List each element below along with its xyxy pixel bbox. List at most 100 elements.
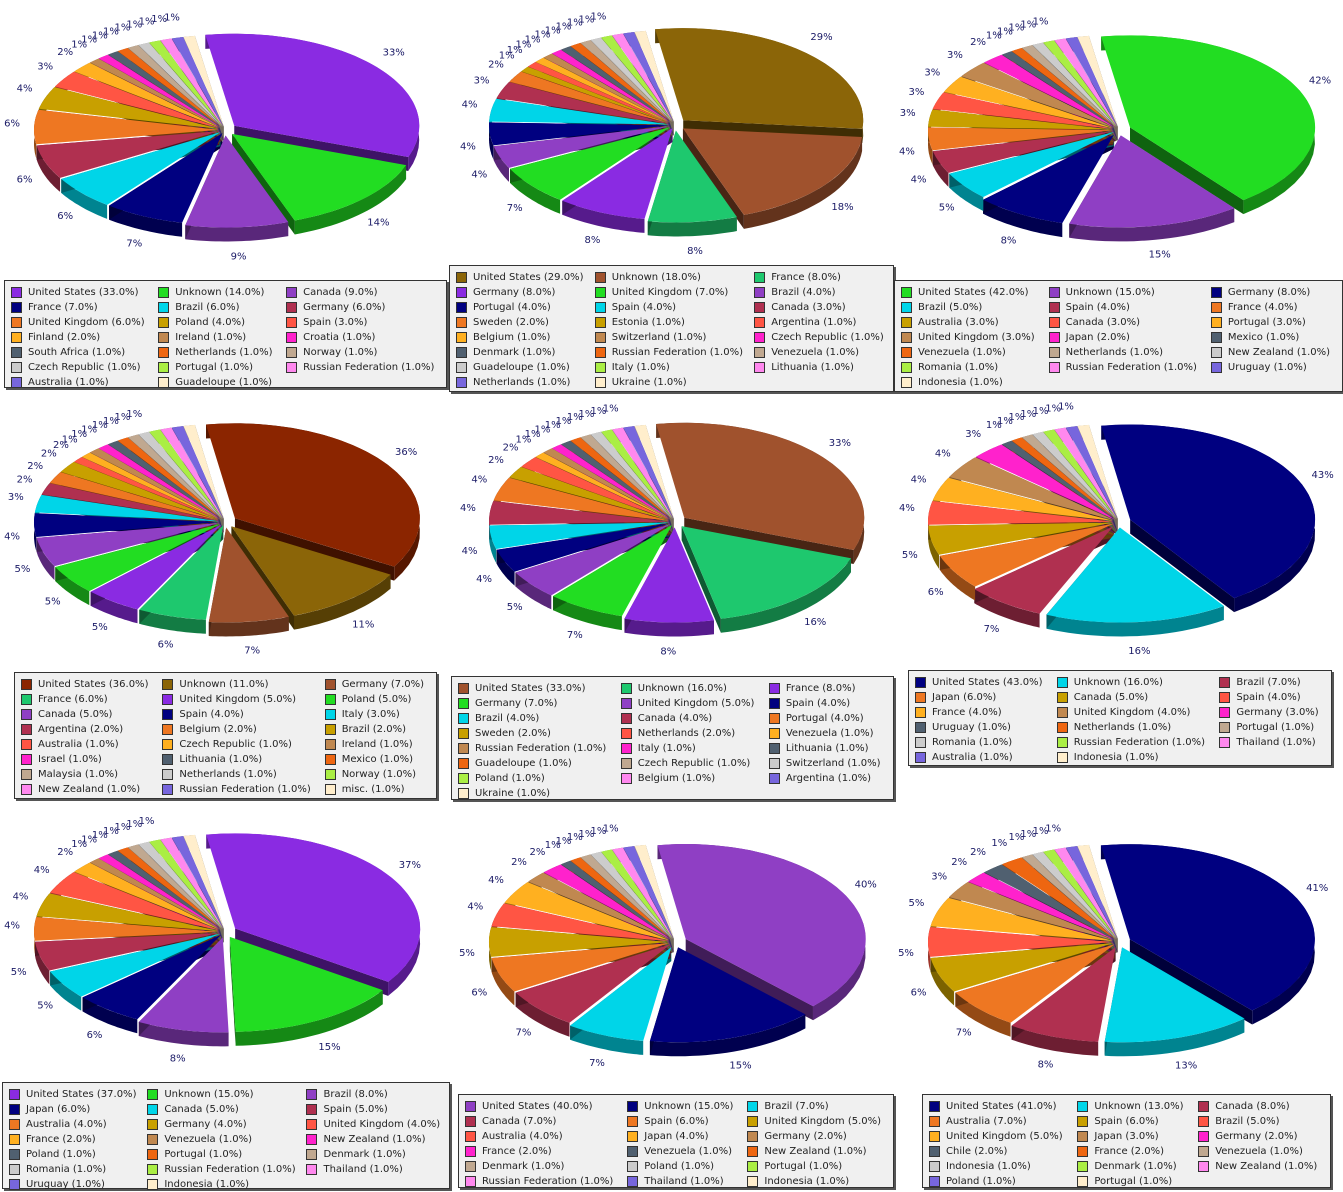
slice-percent-label: 15% xyxy=(318,1042,340,1053)
legend-item-israel: Israel (1.0%) xyxy=(21,752,158,767)
slice-percent-label: 5% xyxy=(11,967,27,978)
legend-item-australia: Australia (1.0%) xyxy=(11,375,154,390)
legend-swatch xyxy=(1210,317,1222,328)
legend-item-netherlands: Netherlands (1.0%) xyxy=(162,767,320,782)
slice-percent-label: 8% xyxy=(1038,1060,1054,1071)
slice-percent-label: 4% xyxy=(471,475,487,486)
pie-slice-united-states xyxy=(206,833,421,982)
legend-label: New Zealand (1.0%) xyxy=(764,1146,867,1157)
legend-label: Denmark (1.0%) xyxy=(1094,1161,1177,1172)
pie-slice-australia xyxy=(955,944,1115,1023)
pie-slice-side-canada xyxy=(185,222,289,242)
slice-percent-label: 4% xyxy=(462,546,478,557)
slice-percent-label: 2% xyxy=(970,37,986,48)
legend-label: United Kingdom (5.0%) xyxy=(637,698,755,709)
legend-item-japan: Japan (3.0%) xyxy=(1077,1129,1194,1144)
pie-slice-norway xyxy=(149,429,223,519)
pie-slice-venezuela xyxy=(580,40,673,123)
legend-item-denmark: Denmark (1.0%) xyxy=(1077,1159,1194,1174)
legend-label: Ukraine (1.0%) xyxy=(611,377,687,388)
legend-item-switzerland: Switzerland (1.0%) xyxy=(594,330,751,345)
legend-item-france: France (2.0%) xyxy=(9,1132,143,1147)
pie-chart-2: 29%18%8%8%7%4%4%4%3%2%1%1%1%1%1%1%1%1%1%… xyxy=(460,12,864,257)
slice-percent-label: 4% xyxy=(34,865,50,876)
legend-swatch xyxy=(1219,737,1231,748)
legend-swatch xyxy=(594,377,606,388)
legend-item-united-states: United States (29.0%) xyxy=(456,270,591,285)
legend-swatch xyxy=(456,347,467,358)
legend-swatch xyxy=(324,694,336,705)
pie-slice-mexico xyxy=(1002,51,1116,128)
slice-percent-label: 1% xyxy=(151,14,167,25)
pie-slice-czech-republic xyxy=(81,452,221,520)
pie-slice-wall-united-states xyxy=(1129,939,1253,1025)
legend-label: Romania (1.0%) xyxy=(918,362,999,373)
legend-label: Guadeloupe (1.0%) xyxy=(175,377,273,388)
pie-slice-france xyxy=(109,132,223,223)
pie-slice-germany xyxy=(36,131,220,178)
slice-percent-label: 6% xyxy=(17,174,33,185)
pie-slice-israel xyxy=(98,444,222,520)
pie-slice-italy xyxy=(601,35,673,122)
slice-percent-label: 1% xyxy=(590,406,606,417)
legend-item-russian-federation: Russian Federation (1.0%) xyxy=(286,360,444,375)
legend-label: Italy (1.0%) xyxy=(611,362,670,373)
pie-chart-8: 40%15%7%7%6%5%4%4%2%2%1%1%1%1%1%1% xyxy=(459,823,877,1071)
legend-swatch xyxy=(768,728,780,739)
pie-slice-netherlands xyxy=(117,48,222,128)
legend-label: Netherlands (2.0%) xyxy=(637,728,736,739)
slice-percent-label: 1% xyxy=(534,424,550,435)
legend-item-spain: Spain (6.0%) xyxy=(1077,1114,1194,1129)
slice-percent-label: 1% xyxy=(114,23,130,34)
pie-slice-france xyxy=(624,527,714,623)
pie-slice-new-zealand xyxy=(1054,847,1118,939)
legend-item-united-kingdom: United Kingdom (4.0%) xyxy=(1056,705,1216,720)
legend-label: United States (37.0%) xyxy=(26,1089,137,1100)
legend-item-france: France (4.0%) xyxy=(915,705,1053,720)
legend-swatch xyxy=(458,773,469,784)
legend-item-venezuela: Venezuela (1.0%) xyxy=(147,1132,302,1147)
slice-percent-label: 5% xyxy=(37,1000,53,1011)
pie-slice-unknown xyxy=(682,128,863,215)
legend-label: Brazil (8.0%) xyxy=(323,1089,388,1100)
pie-slice-venezuela xyxy=(90,858,221,930)
legend-item-thailand: Thailand (1.0%) xyxy=(306,1162,447,1177)
pie-slice-brazil xyxy=(570,947,672,1041)
pie-slice-canada xyxy=(515,944,671,1023)
pie-slice-indonesia xyxy=(1077,35,1118,127)
legend-label: Lithuania (1.0%) xyxy=(771,362,854,373)
legend-item-czech-republic: Czech Republic (1.0%) xyxy=(162,737,320,752)
pie-slice-russian-federation xyxy=(1054,38,1118,127)
legend-item-united-states: United States (41.0%) xyxy=(929,1099,1073,1114)
pie-slice-new-zealand xyxy=(98,854,222,930)
slice-percent-label: 1% xyxy=(1058,401,1074,412)
legend-swatch xyxy=(465,1161,476,1172)
legend-item-russian-federation: Russian Federation (1.0%) xyxy=(147,1162,302,1177)
legend-label: Uruguay (1.0%) xyxy=(26,1179,105,1190)
slice-percent-label: 1% xyxy=(578,829,594,840)
slice-percent-label: 1% xyxy=(556,836,572,847)
legend-label: Unknown (15.0%) xyxy=(1065,287,1155,298)
pie-slice-canada xyxy=(496,82,670,124)
legend-label: Denmark (1.0%) xyxy=(323,1149,406,1160)
legend-swatch xyxy=(1048,347,1060,358)
legend-swatch xyxy=(901,332,912,343)
slice-percent-label: 1% xyxy=(1008,412,1024,423)
slice-percent-label: 1% xyxy=(556,21,572,32)
legend-item-canada: Canada (3.0%) xyxy=(1048,315,1207,330)
legend-swatch xyxy=(620,698,632,709)
legend-item-russian-federation: Russian Federation (1.0%) xyxy=(465,1174,623,1189)
legend-label: Ireland (1.0%) xyxy=(341,739,413,750)
pie-slice-lithuania xyxy=(612,33,674,122)
legend-swatch xyxy=(1077,1131,1089,1142)
legend-label: Venezuela (1.0%) xyxy=(164,1134,253,1145)
legend-swatch xyxy=(9,1164,20,1175)
pie-slice-poland xyxy=(38,87,220,129)
slice-percent-label: 8% xyxy=(170,1054,186,1065)
legend-label: Argentina (2.0%) xyxy=(38,724,124,735)
slice-percent-label: 1% xyxy=(81,834,97,845)
legend-label: Portugal (1.0%) xyxy=(764,1161,843,1172)
legend-item-russian-federation: Russian Federation (1.0%) xyxy=(162,782,320,797)
legend-swatch xyxy=(158,332,170,343)
legend-item-argentina: Argentina (1.0%) xyxy=(768,771,891,786)
